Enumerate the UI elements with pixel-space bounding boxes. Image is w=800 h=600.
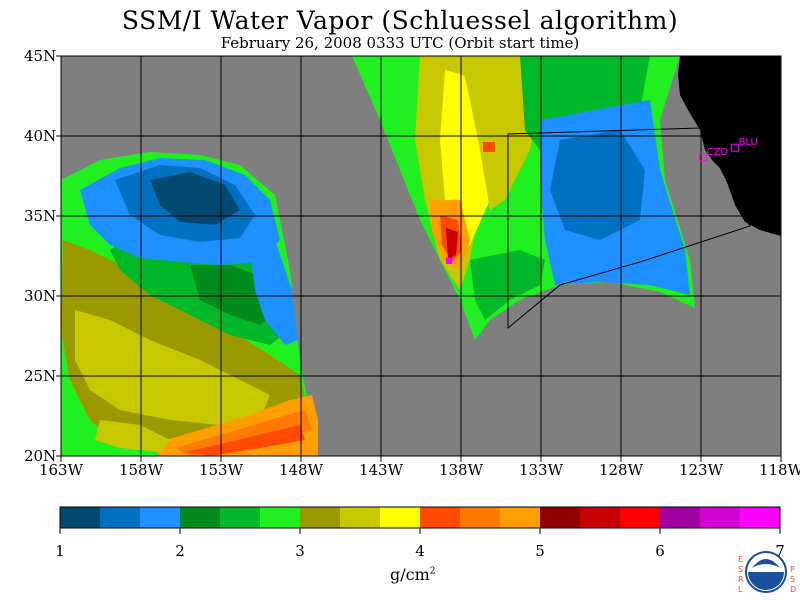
station-marker — [699, 153, 708, 162]
colorbar-swatch — [100, 507, 140, 528]
colorbar-swatch — [500, 507, 540, 528]
logo-right-d: D — [790, 585, 796, 594]
colorbar — [59, 506, 781, 529]
colorbar-swatch — [620, 507, 660, 528]
logo-left-r: R — [738, 575, 744, 584]
colorbar-swatch — [60, 507, 100, 528]
lon-label: 118W — [758, 461, 800, 479]
lat-label: 40N — [24, 127, 57, 145]
colorbar-tick-label: 3 — [295, 542, 305, 560]
colorbar-swatch — [300, 507, 340, 528]
colorbar-tick-label: 4 — [415, 542, 425, 560]
logo-left-e: E — [738, 555, 743, 564]
station-label: BLU — [738, 137, 758, 149]
colorbar-tick-label: 1 — [55, 542, 65, 560]
colorbar-swatch — [340, 507, 380, 528]
colorbar-swatch — [740, 507, 780, 528]
lon-label: 163W — [38, 461, 84, 479]
colorbar-swatch — [580, 507, 620, 528]
lat-ticks — [56, 55, 61, 457]
station-label: CZD — [706, 146, 729, 158]
station-marker — [731, 143, 740, 152]
lon-label: 153W — [198, 461, 244, 479]
lon-label: 138W — [438, 461, 484, 479]
colorbar-swatch — [140, 507, 180, 528]
colorbar-swatch — [420, 507, 460, 528]
land-mass — [678, 56, 781, 236]
lon-label: 128W — [598, 461, 644, 479]
domain-outline — [507, 127, 751, 330]
lat-label: 20N — [24, 447, 57, 465]
colorbar-swatch — [220, 507, 260, 528]
station-markers — [699, 143, 740, 162]
noaa-logo: NOAA E S R L P S D — [738, 551, 796, 594]
colorbar-tick-label: 2 — [175, 542, 185, 560]
colorbar-swatch — [540, 507, 580, 528]
lon-label: 133W — [518, 461, 564, 479]
colorbar-tick-label: 6 — [655, 542, 665, 560]
colorbar-tick-label: 5 — [535, 542, 545, 560]
lon-label: 158W — [118, 461, 164, 479]
colorbar-ticks — [59, 528, 781, 534]
colorbar-swatch — [700, 507, 740, 528]
logo-left-l: L — [738, 585, 743, 594]
lon-label: 148W — [278, 461, 324, 479]
lat-label: 25N — [24, 367, 57, 385]
left-swath — [61, 152, 318, 456]
colorbar-swatch — [180, 507, 220, 528]
lat-lon-grid — [61, 56, 781, 456]
colorbar-swatch — [260, 507, 300, 528]
lon-label: 123W — [678, 461, 724, 479]
map-subtitle: February 26, 2008 0333 UTC (Orbit start … — [220, 34, 580, 52]
logo-center-text: NOAA — [756, 566, 777, 574]
colorbar-swatch — [660, 507, 700, 528]
logo-left-s: S — [738, 565, 743, 574]
logo-right-s: S — [790, 575, 795, 584]
lat-label: 35N — [24, 207, 57, 225]
lon-label: 143W — [358, 461, 404, 479]
lon-ticks — [60, 456, 782, 462]
colorbar-swatch — [380, 507, 420, 528]
map-frame — [60, 55, 782, 457]
logo-right-p: P — [790, 565, 795, 574]
map-title: SSM/I Water Vapor (Schluessel algorithm) — [121, 6, 679, 35]
colorbar-swatch — [460, 507, 500, 528]
colorbar-units: g/cm2 — [390, 565, 436, 584]
lat-label: 30N — [24, 287, 57, 305]
lat-label: 45N — [24, 47, 57, 65]
colorbar-tick-label: 7 — [775, 542, 785, 560]
